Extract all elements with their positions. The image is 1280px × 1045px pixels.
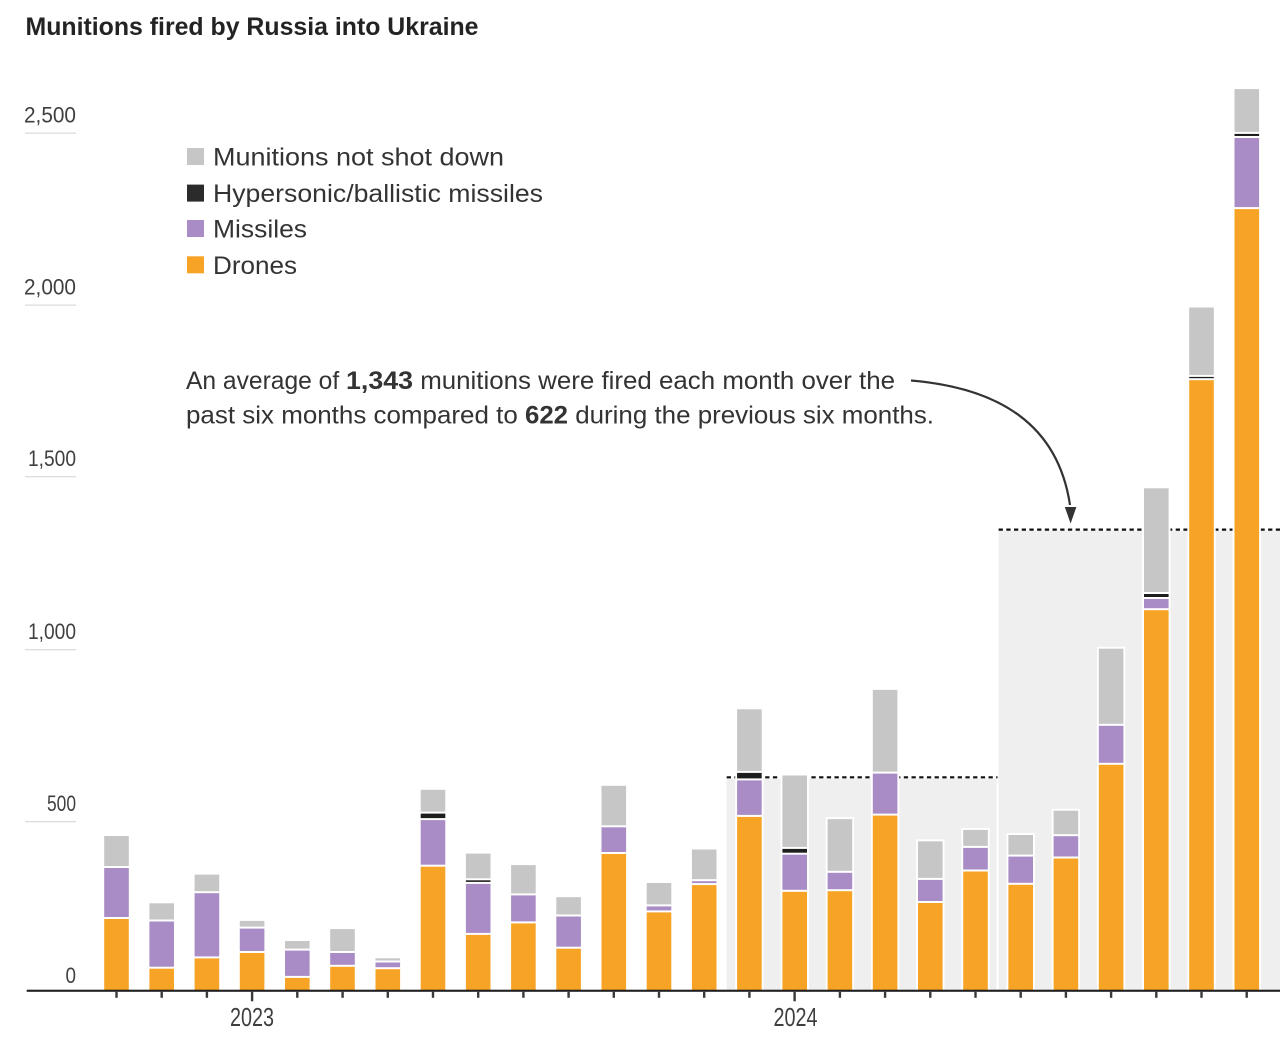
svg-text:An average of 1,343 munitions: An average of 1,343 munitions were fired… [186, 367, 895, 395]
svg-text:Missiles: Missiles [213, 216, 307, 244]
svg-text:Munitions not shot down: Munitions not shot down [213, 144, 504, 172]
svg-text:Munitions fired by Russia into: Munitions fired by Russia into Ukraine [26, 13, 479, 41]
svg-text:Hypersonic/ballistic missiles: Hypersonic/ballistic missiles [213, 180, 543, 208]
svg-text:2024: 2024 [774, 1002, 818, 1032]
svg-text:past six months compared to 62: past six months compared to 622 during t… [186, 402, 934, 430]
svg-text:Drones: Drones [213, 252, 297, 280]
svg-text:1,000: 1,000 [28, 619, 76, 644]
svg-text:0: 0 [66, 963, 77, 988]
svg-text:500: 500 [47, 791, 76, 816]
svg-text:2023: 2023 [230, 1002, 274, 1032]
svg-text:2,000: 2,000 [24, 275, 76, 300]
svg-text:2,500: 2,500 [24, 103, 76, 128]
svg-text:1,500: 1,500 [28, 446, 76, 471]
